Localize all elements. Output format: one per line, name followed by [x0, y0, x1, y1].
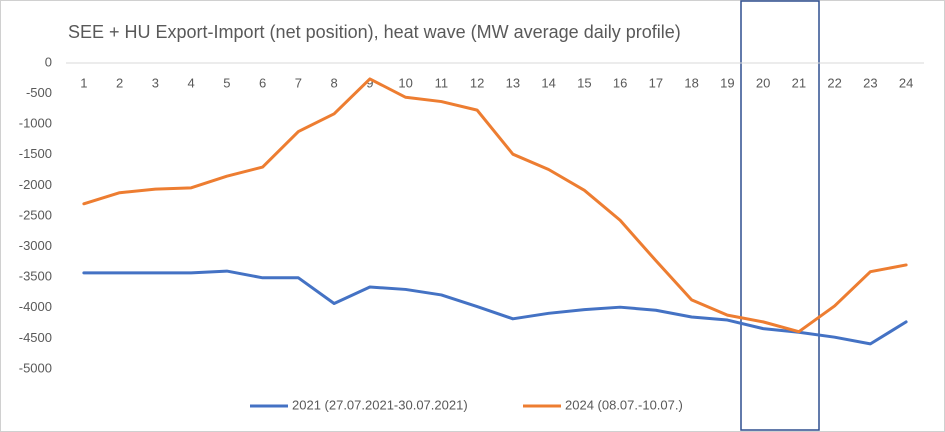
x-tick-label: 2: [116, 75, 123, 90]
x-tick-label: 18: [684, 75, 698, 90]
legend-label: 2024 (08.07.-10.07.): [565, 397, 683, 412]
x-tick-label: 8: [331, 75, 338, 90]
y-tick-label: -1000: [19, 116, 52, 131]
x-tick-label: 1: [80, 75, 87, 90]
y-tick-label: -1500: [19, 146, 52, 161]
x-tick-label: 11: [435, 75, 449, 90]
y-tick-label: -4500: [19, 330, 52, 345]
x-tick-label: 24: [899, 75, 913, 90]
y-tick-label: -3500: [19, 269, 52, 284]
x-tick-label: 3: [152, 75, 159, 90]
x-tick-label: 12: [470, 75, 484, 90]
series-line: [82, 77, 908, 334]
y-tick-label: 0: [45, 54, 52, 69]
x-tick-label: 13: [506, 75, 520, 90]
x-tick-label: 6: [259, 75, 266, 90]
x-tick-label: 14: [541, 75, 555, 90]
x-tick-label: 19: [720, 75, 734, 90]
x-tick-label: 17: [649, 75, 663, 90]
x-tick-label: 16: [613, 75, 627, 90]
y-tick-label: -500: [26, 85, 52, 100]
x-tick-label: 9: [366, 75, 373, 90]
x-tick-label: 20: [756, 75, 770, 90]
x-tick-label: 15: [577, 75, 591, 90]
x-tick-label: 4: [188, 75, 195, 90]
x-tick-label: 7: [295, 75, 302, 90]
chart-title: SEE + HU Export-Import (net position), h…: [68, 22, 681, 42]
highlight-box: [740, 0, 820, 431]
x-tick-label: 10: [398, 75, 412, 90]
legend-label: 2021 (27.07.2021-30.07.2021): [292, 397, 468, 412]
y-tick-label: -2500: [19, 207, 52, 222]
x-tick-label: 23: [863, 75, 877, 90]
x-tick-label: 22: [827, 75, 841, 90]
y-tick-label: -2000: [19, 177, 52, 192]
y-tick-label: -4000: [19, 299, 52, 314]
y-tick-label: -5000: [19, 360, 52, 375]
series-line: [82, 269, 908, 346]
y-tick-label: -3000: [19, 238, 52, 253]
x-tick-label: 21: [792, 75, 806, 90]
x-tick-label: 5: [223, 75, 230, 90]
